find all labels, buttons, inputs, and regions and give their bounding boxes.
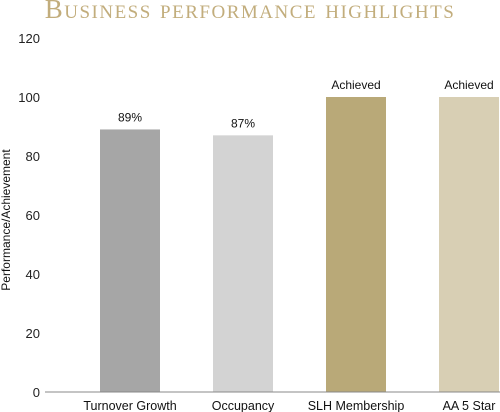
data-label: Achieved bbox=[444, 78, 493, 92]
data-label: 87% bbox=[231, 116, 255, 130]
chart-title: Business performance highlights bbox=[44, 0, 456, 24]
y-tick-label: 0 bbox=[33, 385, 40, 400]
data-label: 89% bbox=[118, 110, 142, 124]
y-tick-label: 120 bbox=[18, 31, 40, 46]
y-axis-ticks: 0 20 40 60 80 100 120 bbox=[18, 31, 40, 400]
x-category-label: Turnover Growth bbox=[83, 399, 176, 412]
x-category-label: Occupancy bbox=[212, 399, 275, 412]
y-tick-label: 80 bbox=[26, 149, 40, 164]
bar bbox=[439, 97, 499, 392]
x-category-label: AA 5 Star bbox=[443, 399, 496, 412]
y-tick-label: 100 bbox=[18, 90, 40, 105]
x-axis-categories: Turnover Growth Occupancy SLH Membership AA… bbox=[83, 399, 495, 412]
bar bbox=[213, 135, 273, 392]
y-tick-label: 60 bbox=[26, 208, 40, 223]
y-axis-label: Performance/Achievement bbox=[0, 149, 13, 291]
data-labels: 89% 87% Achieved Achieved bbox=[118, 78, 494, 130]
y-tick-label: 40 bbox=[26, 267, 40, 282]
bar bbox=[326, 97, 386, 392]
bar bbox=[100, 129, 160, 392]
x-category-label: SLH Membership bbox=[308, 399, 405, 412]
bars bbox=[100, 97, 499, 392]
data-label: Achieved bbox=[331, 78, 380, 92]
y-tick-label: 20 bbox=[26, 326, 40, 341]
